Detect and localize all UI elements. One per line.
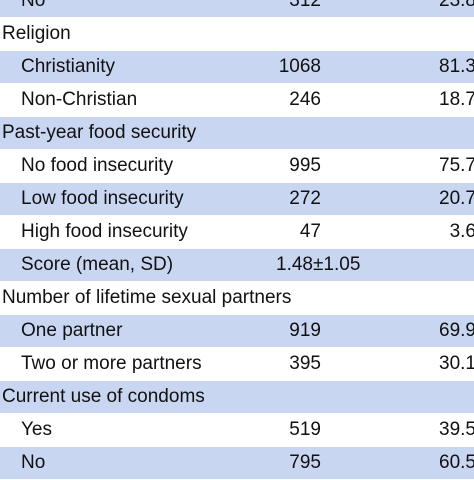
section-label: Past-year food security: [2, 122, 197, 143]
count-cell: 1068: [278, 56, 321, 77]
table-row: No 795 60.5: [0, 447, 474, 480]
percent-cell: 30.1: [439, 353, 474, 374]
count-cell: 47: [299, 221, 321, 242]
table-row: Non-Christian 246 18.7: [0, 84, 474, 117]
table-row: Christianity 1068 81.3: [0, 51, 474, 84]
table-row: Two or more partners 395 30.1: [0, 348, 474, 381]
row-label: Two or more partners: [21, 353, 202, 374]
percent-cell: 18.7: [439, 89, 474, 110]
count-cell: 519: [289, 419, 321, 440]
table-row: No 312 23.8: [0, 0, 474, 18]
table-row: One partner 919 69.9: [0, 315, 474, 348]
row-label: One partner: [21, 320, 123, 341]
count-cell: 395: [289, 353, 321, 374]
table-row: Low food insecurity 272 20.7: [0, 183, 474, 216]
row-label: No: [21, 0, 46, 11]
count-cell: 995: [289, 155, 321, 176]
table-row: Yes 519 39.5: [0, 414, 474, 447]
percent-cell: 20.7: [439, 188, 474, 209]
percent-cell: 39.5: [439, 419, 474, 440]
section-header-sexual-partners: Number of lifetime sexual partners: [0, 282, 474, 315]
percent-cell: 81.3: [439, 56, 474, 77]
row-label: No food insecurity: [21, 155, 174, 176]
row-label: Non-Christian: [21, 89, 138, 110]
count-cell: 919: [289, 320, 321, 341]
percent-cell: 69.9: [439, 320, 474, 341]
section-header-religion: Religion: [0, 18, 474, 51]
row-label: Yes: [21, 419, 52, 440]
count-cell: 246: [289, 89, 321, 110]
row-label: Score (mean, SD): [21, 254, 174, 275]
table-row-score: Score (mean, SD) 1.48±1.05: [0, 249, 474, 282]
score-value-cell: 1.48±1.05: [276, 254, 361, 275]
count-cell: 795: [289, 452, 321, 473]
row-label: No: [21, 452, 46, 473]
section-label: Current use of condoms: [2, 386, 205, 407]
count-cell: 312: [289, 0, 321, 11]
row-label: High food insecurity: [21, 221, 188, 242]
section-header-condom-use: Current use of condoms: [0, 381, 474, 414]
percent-cell: 75.7: [439, 155, 474, 176]
section-header-food-security: Past-year food security: [0, 117, 474, 150]
count-cell: 272: [289, 188, 321, 209]
row-label: Low food insecurity: [21, 188, 184, 209]
table-row: No food insecurity 995 75.7: [0, 150, 474, 183]
row-label: Christianity: [21, 56, 115, 77]
percent-cell: 23.8: [439, 0, 474, 11]
section-label: Religion: [2, 23, 71, 44]
percent-cell: 3.6: [449, 221, 474, 242]
section-label: Number of lifetime sexual partners: [2, 287, 292, 308]
percent-cell: 60.5: [439, 452, 474, 473]
table-row: High food insecurity 47 3.6: [0, 216, 474, 249]
